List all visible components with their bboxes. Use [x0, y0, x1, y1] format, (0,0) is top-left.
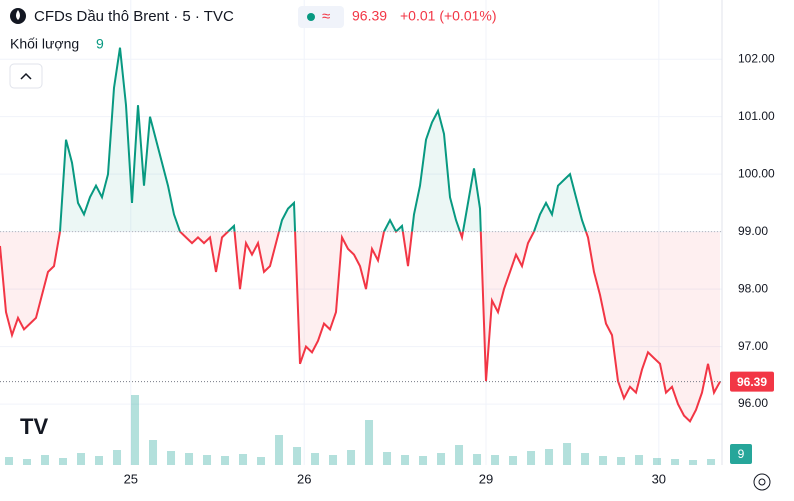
- volume-bar: [131, 395, 140, 465]
- volume-bar: [275, 435, 284, 465]
- tv-logo: TV: [20, 414, 48, 439]
- volume-bar: [689, 460, 698, 465]
- volume-bar: [257, 457, 266, 465]
- volume-label: Khối lượng: [10, 36, 79, 52]
- volume-bar: [707, 459, 716, 465]
- drop-icon: [16, 10, 20, 20]
- status-badge: [298, 6, 344, 28]
- volume-bar: [329, 455, 338, 465]
- volume-bar: [437, 453, 446, 465]
- price-line-up: [58, 47, 588, 232]
- volume-bar: [149, 440, 158, 465]
- y-tick-label: 102.00: [738, 51, 775, 65]
- title: CFDs Dầu thô Brent · 5 · TVC: [34, 8, 234, 25]
- change: +0.01 (+0.01%): [400, 8, 497, 24]
- settings-button[interactable]: [753, 473, 771, 491]
- volume-bar: [95, 456, 104, 465]
- volume-tag: [730, 444, 752, 464]
- volume-bar: [23, 459, 32, 465]
- volume-bar: [527, 451, 536, 465]
- volume-tag-label: 9: [738, 447, 745, 461]
- x-tick-label: 29: [479, 471, 493, 486]
- y-tick-label: 101.00: [738, 109, 775, 123]
- volume-bar: [563, 443, 572, 465]
- volume-bar: [185, 453, 194, 465]
- approx-icon: ≈: [322, 8, 330, 25]
- volume-bar: [293, 447, 302, 465]
- header: CFDs Dầu thô Brent · 5 · TVC ≈ 96.39 +0.…: [9, 6, 497, 89]
- volume-bar: [41, 455, 50, 465]
- y-tick-label: 100.00: [738, 166, 775, 180]
- area-below: [0, 231, 721, 422]
- y-tick-label: 96.00: [738, 396, 768, 410]
- collapse-button[interactable]: [9, 63, 43, 89]
- x-tick-label: 25: [124, 471, 138, 486]
- volume-bar: [221, 456, 230, 465]
- volume-bar: [653, 458, 662, 465]
- price-line-down: [0, 231, 721, 423]
- volume-bar: [77, 453, 86, 465]
- caret-icon: [20, 72, 32, 80]
- volume-bar: [545, 449, 554, 465]
- volume-bar: [167, 451, 176, 465]
- volume-bar: [203, 455, 212, 465]
- y-tick-label: 97.00: [738, 339, 768, 353]
- volume-bar: [113, 450, 122, 465]
- volume-bar: [581, 453, 590, 465]
- x-tick-label: 30: [652, 471, 666, 486]
- volume-bar: [419, 456, 428, 465]
- volume-bar: [671, 459, 680, 465]
- volume-bar: [473, 454, 482, 465]
- volume-bar: [383, 452, 392, 465]
- volume-bar: [635, 455, 644, 465]
- volume-bar: [491, 455, 500, 465]
- volume-value: 9: [96, 36, 104, 52]
- x-tick-label: 26: [297, 471, 311, 486]
- volume-bar: [599, 456, 608, 465]
- volume-bar: [347, 450, 356, 465]
- status-dot: [307, 13, 315, 21]
- volume-bar: [59, 458, 68, 465]
- price: 96.39: [352, 8, 387, 24]
- volume-bar: [455, 445, 464, 465]
- volume-bar: [401, 455, 410, 465]
- volume-bar: [617, 457, 626, 465]
- volume-bar: [365, 420, 374, 465]
- volume-bar: [5, 457, 14, 465]
- settings-icon: [758, 478, 766, 486]
- area-above: [59, 47, 587, 232]
- y-tick-label: 99.00: [738, 224, 768, 238]
- volume-bar: [239, 454, 248, 465]
- volume-bar: [311, 453, 320, 465]
- volume-bar: [509, 456, 518, 465]
- last-price-tag: [730, 371, 774, 392]
- y-tick-label: 98.00: [738, 281, 768, 295]
- logo-mark: TV: [20, 414, 48, 439]
- last-price-label: 96.39: [737, 375, 767, 389]
